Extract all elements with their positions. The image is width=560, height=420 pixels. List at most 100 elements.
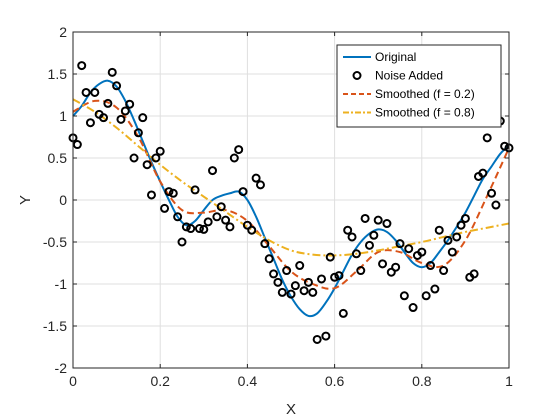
legend-label: Smoothed (f = 0.2): [375, 87, 475, 101]
noise-data-point: [469, 269, 479, 279]
noise-data-point: [447, 247, 457, 257]
noise-data-point: [190, 185, 200, 195]
noise-data-point: [382, 219, 392, 229]
noise-data-point: [295, 261, 305, 271]
noise-data-point: [112, 81, 122, 91]
noise-data-point: [443, 235, 453, 245]
y-tick-label: -2: [55, 360, 68, 376]
noise-data-point: [177, 237, 187, 247]
noise-data-point: [386, 267, 396, 277]
noise-data-point: [194, 224, 204, 234]
y-tick-label: 0: [59, 192, 67, 208]
noise-data-point: [173, 212, 183, 222]
noise-data-point: [255, 180, 265, 190]
noise-data-point: [421, 291, 431, 301]
noise-data-point: [500, 141, 510, 151]
noise-data-point: [146, 190, 156, 200]
noise-data-point: [155, 146, 165, 156]
noise-data-point: [369, 230, 379, 240]
noise-data-point: [269, 269, 279, 279]
noise-data-point: [186, 224, 196, 234]
noise-data-point: [133, 128, 143, 138]
noise-data-point: [395, 239, 405, 249]
noise-data-point: [116, 114, 126, 124]
noise-data-point: [277, 287, 287, 297]
plot-content: [68, 61, 514, 344]
noise-data-point: [212, 212, 222, 222]
noise-data-point: [325, 252, 335, 262]
noise-data-point: [238, 187, 248, 197]
noise-data-point: [229, 153, 239, 163]
noise-data-point: [181, 222, 191, 232]
noise-data-point: [168, 188, 178, 198]
noise-data-point: [199, 224, 209, 234]
noise-data-point: [460, 213, 470, 223]
noise-data-point: [487, 188, 497, 198]
noise-data-point: [299, 286, 309, 296]
x-tick-label: 0.6: [325, 373, 345, 389]
y-tick-label: 0.5: [48, 150, 68, 166]
noise-data-point: [434, 225, 444, 235]
noise-data-point: [408, 303, 418, 313]
noise-data-point: [251, 173, 261, 183]
noise-data-point: [125, 99, 135, 109]
noise-data-point: [247, 225, 257, 235]
noise-data-point: [317, 274, 327, 284]
x-axis-label: X: [286, 401, 296, 418]
noise-data-point: [81, 87, 91, 97]
y-tick-label: 1.5: [48, 66, 68, 82]
y-tick-label: -1.5: [43, 318, 67, 334]
noise-data-point: [107, 67, 117, 77]
noise-data-point: [164, 187, 174, 197]
y-axis-label: Y: [17, 195, 34, 205]
y-tick-label: 1: [59, 108, 67, 124]
noise-data-point: [234, 145, 244, 155]
x-tick-label: 0.4: [238, 373, 258, 389]
noise-data-point: [221, 215, 231, 225]
x-tick-label: 0.2: [150, 373, 170, 389]
noise-data-point: [273, 277, 283, 287]
noise-data-point: [142, 160, 152, 170]
noise-data-point: [360, 213, 370, 223]
noise-data-point: [321, 331, 331, 341]
noise-data-point: [242, 220, 252, 230]
noise-data-point: [120, 106, 130, 116]
noise-data-point: [338, 308, 348, 318]
noise-data-point: [439, 266, 449, 276]
noise-data-point: [103, 98, 113, 108]
noise-data-point: [430, 284, 440, 294]
y-tick-label: -0.5: [43, 234, 67, 250]
noise-data-point: [308, 287, 318, 297]
noise-data-point: [334, 271, 344, 281]
noise-data-point: [85, 118, 95, 128]
noise-data-point: [351, 249, 361, 259]
legend: Original Noise Added Smoothed (f = 0.2) Smo…: [336, 44, 502, 128]
legend-label: Smoothed (f = 0.8): [375, 106, 475, 120]
noise-data-point: [312, 334, 322, 344]
noise-data-point: [343, 225, 353, 235]
noise-data-point: [282, 266, 292, 276]
series-line-2: [72, 99, 510, 290]
noise-data-point: [264, 254, 274, 264]
noise-data-point: [417, 247, 427, 257]
y-tick-label: 2: [59, 24, 67, 40]
noise-data-point: [160, 203, 170, 213]
noise-data-point: [391, 262, 401, 272]
noise-data-point: [364, 240, 374, 250]
noise-data-point: [129, 153, 139, 163]
legend-label: Original: [375, 50, 416, 64]
noise-data-point: [303, 277, 313, 287]
noise-data-point: [203, 217, 213, 227]
x-tick-label: 0: [69, 373, 77, 389]
y-tick-label: -1: [55, 276, 68, 292]
noise-data-point: [356, 266, 366, 276]
noise-data-point: [482, 133, 492, 143]
noise-data-point: [330, 272, 340, 282]
x-tick-label: 0.8: [412, 373, 432, 389]
noise-data-point: [347, 232, 357, 242]
noise-data-point: [216, 202, 226, 212]
noise-data-point: [404, 244, 414, 254]
ticks: 0 0.2 0.4 0.6 0.8 1 -2 -1.5 -1 -0.5 0 0.5 1 1.5 2: [43, 24, 513, 389]
